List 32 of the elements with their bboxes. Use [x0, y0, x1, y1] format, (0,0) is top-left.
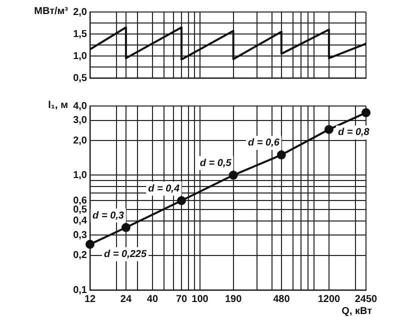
y-tick-label: 0,2: [73, 250, 88, 262]
annotation: d = 0,5: [200, 158, 232, 169]
y-tick-label: 2,0: [73, 6, 88, 18]
x-tick-label: 12: [84, 294, 96, 305]
x-tick-label: 24: [120, 294, 132, 305]
x-tick-label: 190: [224, 294, 242, 305]
y-tick-label: 0,6: [73, 195, 88, 206]
y-axis-title: МВт/м³: [34, 6, 69, 17]
annotation: d = 0,6: [248, 138, 280, 149]
annotation: d = 0,3: [92, 210, 124, 222]
y-tick-label: 1,0: [73, 50, 88, 62]
annotation: d = 0,8: [338, 127, 370, 138]
y-tick-label: 0,4: [73, 216, 88, 227]
annotation: d = 0,4: [148, 183, 180, 194]
y-tick-label: 3,0: [73, 115, 88, 126]
y-tick-label: 1,5: [73, 28, 88, 40]
y-tick-label: 4,0: [73, 100, 88, 112]
y-tick-label: 2,0: [73, 135, 88, 146]
y-tick-label: 0,5: [73, 204, 88, 216]
x-tick-label: 100: [192, 294, 209, 305]
x-tick-label: 70: [176, 294, 188, 305]
x-tick-label: 2450: [354, 294, 378, 305]
y-tick-label: 0,3: [73, 230, 88, 241]
x-tick-label: 1200: [318, 294, 341, 305]
x-tick-label: 40: [146, 294, 158, 305]
annotation: d = 0,225: [104, 249, 147, 260]
y-tick-label: 0,5: [73, 72, 88, 84]
y-tick-label: 0,1: [73, 284, 88, 296]
y-axis-title: l₁, м: [48, 100, 68, 111]
x-axis-title: Q, кВт: [342, 306, 372, 317]
y-tick-label: 1,0: [73, 170, 88, 181]
x-tick-label: 480: [273, 294, 290, 305]
